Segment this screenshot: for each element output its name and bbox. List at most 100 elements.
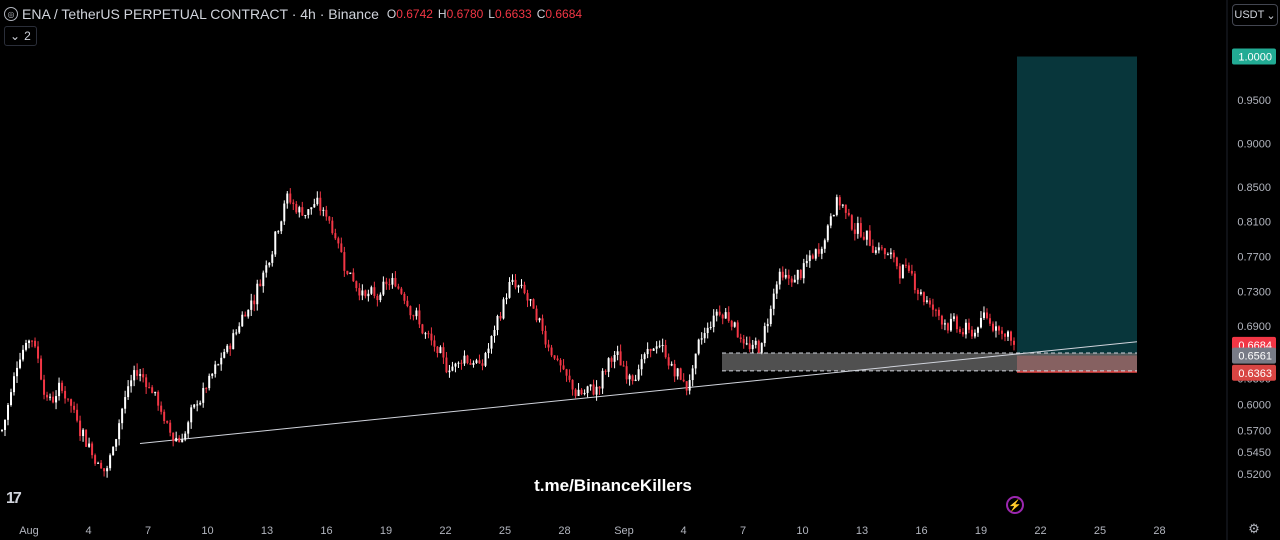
candle-body[interactable] [601, 370, 604, 389]
candle-body[interactable] [523, 284, 526, 294]
candle-body[interactable] [673, 363, 676, 377]
candle-body[interactable] [730, 320, 733, 327]
candle-body[interactable] [34, 340, 37, 347]
candle-body[interactable] [424, 333, 427, 335]
candle-body[interactable] [94, 455, 97, 464]
candle-body[interactable] [181, 439, 184, 443]
candle-body[interactable] [784, 274, 787, 278]
candle-body[interactable] [202, 388, 205, 403]
candle-body[interactable] [337, 238, 340, 244]
candle-body[interactable] [208, 375, 211, 389]
candle-body[interactable] [43, 379, 46, 395]
candle-body[interactable] [451, 366, 454, 371]
candle-body[interactable] [190, 407, 193, 423]
candle-body[interactable] [967, 322, 970, 330]
candle-body[interactable] [757, 340, 760, 353]
candle-body[interactable] [271, 254, 274, 263]
candle-body[interactable] [529, 299, 532, 301]
candle-body[interactable] [544, 330, 547, 345]
candle-body[interactable] [289, 193, 292, 203]
candle-body[interactable] [418, 310, 421, 325]
candle-body[interactable] [82, 429, 85, 437]
candle-body[interactable] [301, 207, 304, 216]
candle-body[interactable] [160, 405, 163, 412]
candle-body[interactable] [502, 299, 505, 319]
candle-body[interactable] [13, 376, 16, 393]
candle-body[interactable] [727, 312, 730, 321]
candle-body[interactable] [925, 300, 928, 302]
candle-body[interactable] [715, 311, 718, 316]
candle-body[interactable] [982, 312, 985, 318]
candle-body[interactable] [61, 382, 64, 391]
candle-body[interactable] [373, 287, 376, 296]
candle-body[interactable] [175, 437, 178, 442]
candle-body[interactable] [184, 433, 187, 440]
candle-body[interactable] [145, 377, 148, 388]
candle-body[interactable] [211, 373, 214, 376]
candle-body[interactable] [220, 357, 223, 365]
candle-body[interactable] [7, 404, 10, 420]
candle-body[interactable] [841, 204, 844, 206]
candle-body[interactable] [907, 265, 910, 271]
candle-body[interactable] [658, 345, 661, 347]
candle-body[interactable] [511, 279, 514, 282]
candle-body[interactable] [388, 284, 391, 286]
candle-body[interactable] [664, 345, 667, 358]
candle-body[interactable] [745, 343, 748, 345]
candle-body[interactable] [799, 269, 802, 279]
candle-body[interactable] [79, 420, 82, 437]
entry-range-box[interactable] [722, 353, 1137, 371]
candle-body[interactable] [91, 443, 94, 456]
candle-body[interactable] [547, 344, 550, 348]
candle-body[interactable] [922, 292, 925, 302]
candle-body[interactable] [775, 284, 778, 294]
candle-body[interactable] [754, 340, 757, 345]
candle-body[interactable] [772, 293, 775, 309]
candle-body[interactable] [76, 409, 79, 421]
candle-body[interactable] [328, 216, 331, 221]
candle-body[interactable] [838, 197, 841, 206]
candle-body[interactable] [346, 270, 349, 274]
candle-body[interactable] [157, 391, 160, 406]
candle-body[interactable] [871, 245, 874, 253]
candle-body[interactable] [586, 386, 589, 393]
symbol-title[interactable]: ENA / TetherUS PERPETUAL CONTRACT · 4h ·… [22, 6, 379, 22]
candle-body[interactable] [913, 273, 916, 290]
candle-body[interactable] [721, 314, 724, 319]
candle-body[interactable] [16, 367, 19, 377]
candle-body[interactable] [250, 300, 253, 310]
candle-body[interactable] [703, 333, 706, 339]
candle-body[interactable] [847, 212, 850, 216]
candle-body[interactable] [583, 392, 586, 395]
candle-body[interactable] [115, 439, 118, 447]
candle-body[interactable] [688, 380, 691, 391]
candle-body[interactable] [472, 362, 475, 365]
candle-body[interactable] [433, 340, 436, 347]
candle-body[interactable] [58, 382, 61, 397]
candle-body[interactable] [163, 411, 166, 422]
candle-body[interactable] [736, 322, 739, 338]
candle-body[interactable] [448, 370, 451, 373]
candle-body[interactable] [55, 396, 58, 403]
candle-body[interactable] [295, 204, 298, 213]
candle-body[interactable] [700, 338, 703, 340]
candle-body[interactable] [361, 290, 364, 296]
candle-body[interactable] [817, 249, 820, 254]
candle-body[interactable] [403, 293, 406, 301]
candle-body[interactable] [718, 311, 721, 315]
candle-body[interactable] [400, 288, 403, 294]
candle-body[interactable] [154, 391, 157, 394]
candle-body[interactable] [196, 404, 199, 406]
candle-body[interactable] [943, 323, 946, 325]
candle-body[interactable] [475, 360, 478, 363]
candle-body[interactable] [247, 309, 250, 317]
candle-body[interactable] [616, 351, 619, 355]
candle-body[interactable] [844, 204, 847, 213]
candle-body[interactable] [370, 287, 373, 294]
candle-body[interactable] [148, 387, 151, 389]
candle-body[interactable] [4, 419, 7, 430]
candle-body[interactable] [505, 297, 508, 300]
candle-body[interactable] [565, 369, 568, 376]
candle-body[interactable] [334, 233, 337, 239]
candle-body[interactable] [991, 323, 994, 331]
